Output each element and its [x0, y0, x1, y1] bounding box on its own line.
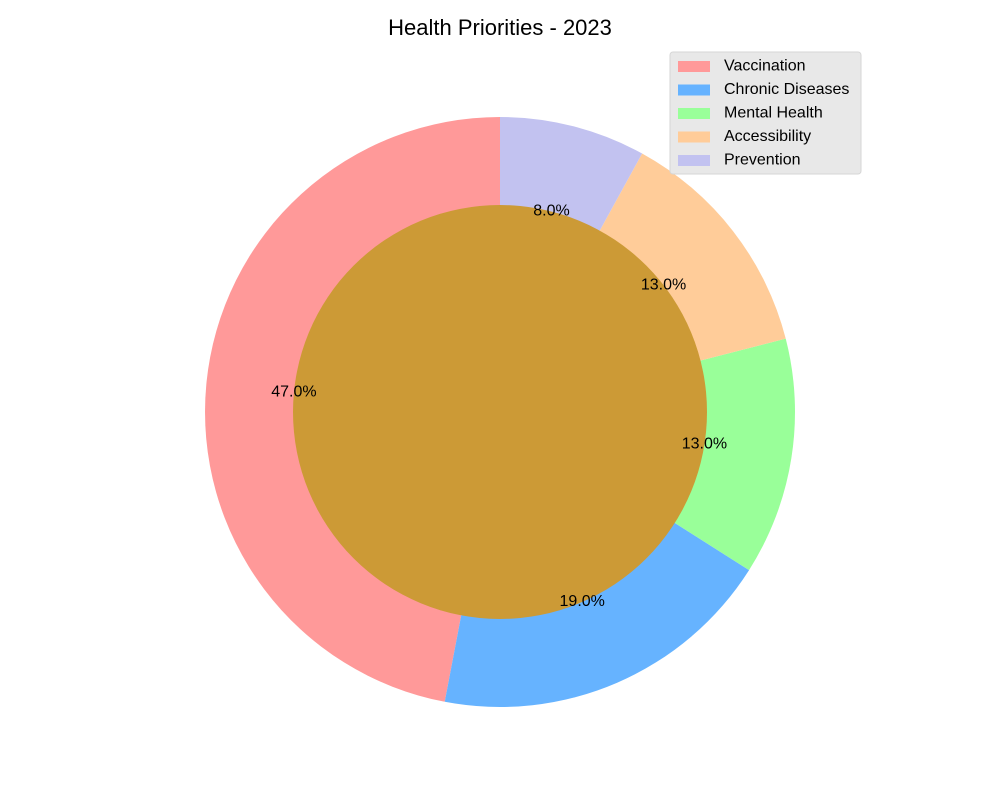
legend: Vaccination Chronic Diseases Mental Health… [669, 51, 862, 175]
legend-label-vaccination: Vaccination [724, 58, 806, 75]
legend-swatch-chronic-diseases [678, 84, 710, 96]
legend-label-accessibility: Accessibility [724, 128, 811, 145]
legend-label-chronic-diseases: Chronic Diseases [724, 81, 849, 98]
legend-frame [669, 51, 862, 175]
legend-label-prevention: Prevention [724, 152, 801, 169]
donut-center [293, 205, 707, 619]
slice-label-chronic-diseases: 19.0% [560, 593, 605, 610]
chart-title: Health Priorities - 2023 [388, 15, 612, 40]
legend-swatch-prevention [678, 155, 710, 166]
slice-labels: 47.0% 19.0% 13.0% 13.0% 8.0% [271, 203, 727, 610]
slice-label-prevention: 8.0% [533, 203, 569, 220]
legend-label-mental-health: Mental Health [724, 105, 823, 122]
slice-label-mental-health: 13.0% [682, 436, 727, 453]
legend-swatch-mental-health [678, 108, 710, 119]
legend-swatch-vaccination [678, 61, 710, 72]
slice-label-vaccination: 47.0% [271, 384, 316, 401]
legend-swatch-accessibility [678, 131, 710, 143]
slice-label-accessibility: 13.0% [641, 276, 686, 293]
